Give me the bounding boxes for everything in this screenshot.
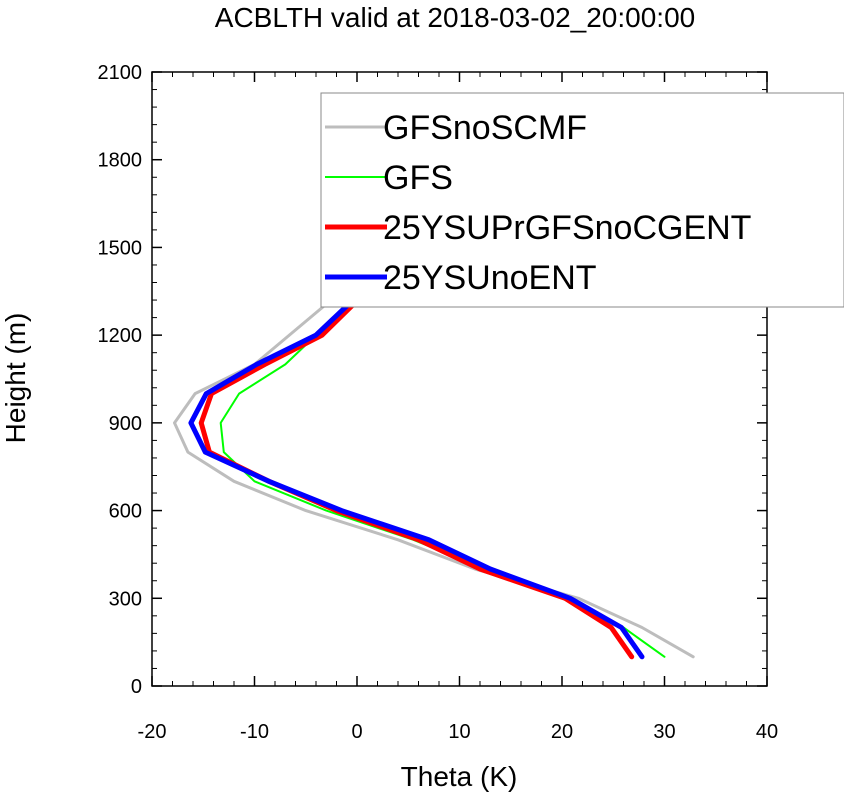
y-axis-label: Height (m)	[0, 313, 31, 444]
chart-title: ACBLTH valid at 2018-03-02_20:00:00	[215, 2, 695, 33]
legend: GFSnoSCMF GFS 25YSUPrGFSnoCGENT 25YSUnoENT	[320, 92, 844, 308]
x-tick-label: 30	[653, 721, 675, 743]
y-tick-label: 900	[109, 413, 142, 435]
x-tick-label: -10	[240, 721, 269, 743]
plot-frame	[151, 71, 768, 687]
x-tick-label: 40	[756, 721, 778, 743]
y-tick-label: 2100	[98, 62, 143, 84]
x-tick-label: 20	[551, 721, 573, 743]
y-tick-label: 1200	[98, 325, 143, 347]
y-tick-label: 300	[109, 588, 142, 610]
legend-box	[320, 92, 844, 308]
ticks-layer: -20 -10 0 10 20 30 40 0 300 600 900 1200 1500 1800 210…	[98, 62, 779, 743]
legend-label: 25YSUnoENT	[383, 259, 597, 297]
x-tick-label: 10	[448, 721, 470, 743]
y-tick-label: 0	[131, 676, 142, 698]
legend-label: GFSnoSCMF	[383, 109, 587, 147]
y-tick-label: 1500	[98, 237, 143, 259]
x-tick-label: -20	[138, 721, 167, 743]
y-tick-label: 1800	[98, 150, 143, 172]
x-axis-label: Theta (K)	[401, 761, 518, 792]
y-tick-label: 600	[109, 501, 142, 523]
legend-label: 25YSUPrGFSnoCGENT	[383, 209, 751, 247]
x-tick-label: 0	[351, 721, 362, 743]
legend-label: GFS	[383, 159, 453, 197]
